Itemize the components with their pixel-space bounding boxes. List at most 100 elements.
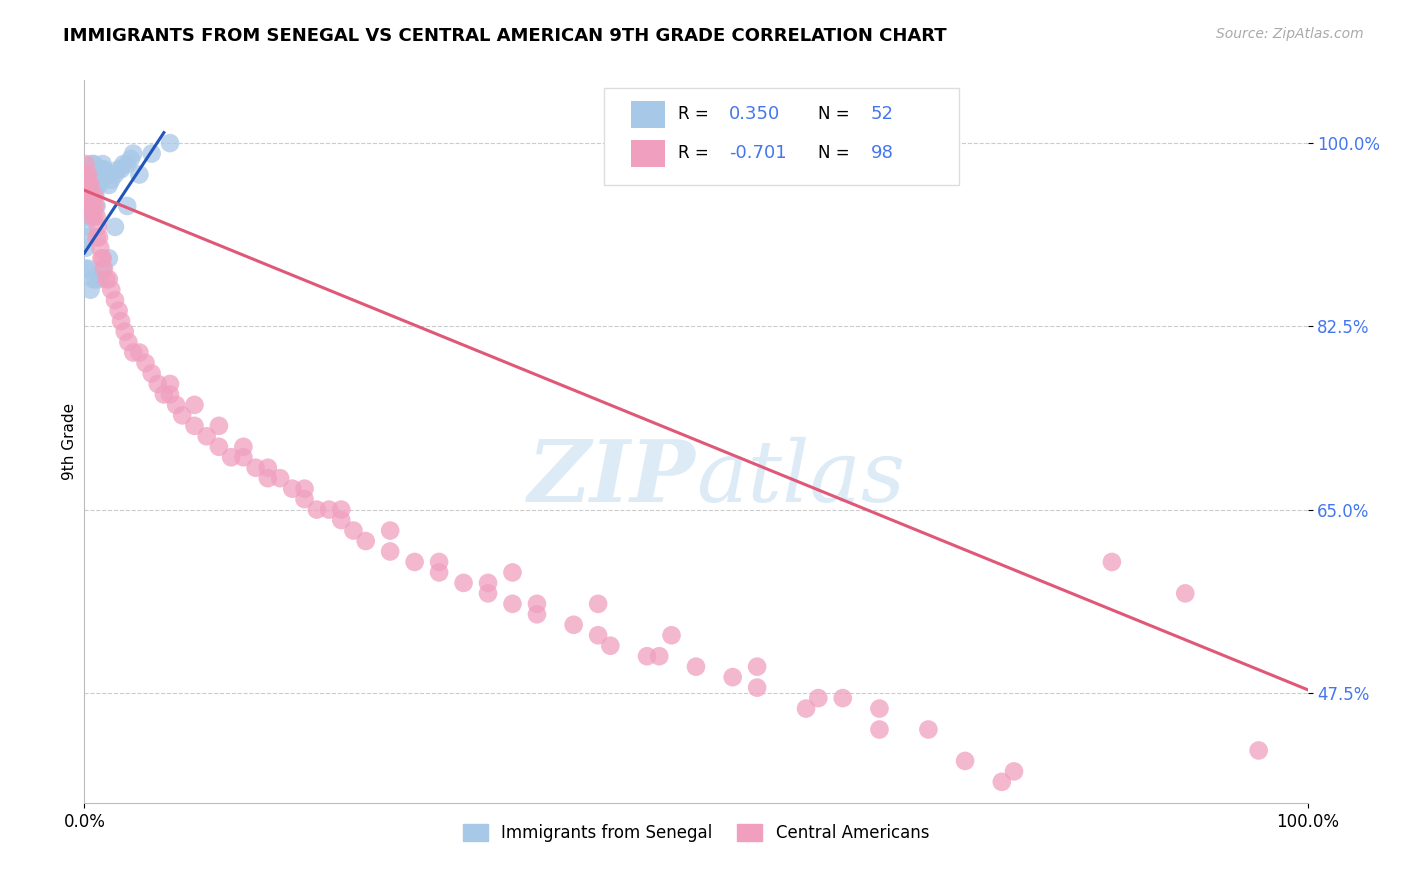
Point xyxy=(79,199,101,213)
Point xyxy=(79,178,101,192)
Point xyxy=(146,376,169,391)
Point xyxy=(294,492,316,507)
Point xyxy=(245,460,267,475)
Point xyxy=(87,272,110,286)
Point xyxy=(84,168,107,182)
Point xyxy=(165,398,187,412)
Point xyxy=(502,597,524,611)
Point xyxy=(76,188,98,202)
Point xyxy=(107,303,129,318)
Point xyxy=(91,261,114,276)
Point xyxy=(115,199,138,213)
Point xyxy=(128,168,150,182)
Point xyxy=(1247,743,1270,757)
Point xyxy=(195,429,218,443)
Point xyxy=(183,398,205,412)
Point xyxy=(1174,586,1197,600)
Point xyxy=(427,566,450,580)
Point xyxy=(115,157,138,171)
Point xyxy=(89,241,111,255)
Point xyxy=(1002,764,1025,779)
Point xyxy=(257,460,280,475)
Point xyxy=(257,471,280,485)
Point xyxy=(232,450,254,465)
Text: R =: R = xyxy=(678,105,714,123)
Point xyxy=(685,659,707,673)
Point xyxy=(562,617,585,632)
Point xyxy=(90,162,112,177)
Point xyxy=(75,261,97,276)
Point xyxy=(86,199,108,213)
Text: 52: 52 xyxy=(870,105,894,123)
Point xyxy=(354,534,377,549)
Point xyxy=(75,219,97,234)
Text: 0.350: 0.350 xyxy=(728,105,780,123)
Point xyxy=(831,691,853,706)
Point xyxy=(110,314,132,328)
Point xyxy=(342,524,364,538)
Point xyxy=(80,178,103,192)
Point xyxy=(153,387,176,401)
Point xyxy=(89,168,111,182)
Point xyxy=(281,482,304,496)
Point xyxy=(128,345,150,359)
Point xyxy=(991,775,1014,789)
Point xyxy=(599,639,621,653)
Point xyxy=(75,241,97,255)
Point xyxy=(305,502,328,516)
Point xyxy=(90,252,112,266)
Point xyxy=(107,162,129,177)
Point xyxy=(76,210,98,224)
Y-axis label: 9th Grade: 9th Grade xyxy=(62,403,77,480)
Point xyxy=(477,586,499,600)
Point xyxy=(330,513,353,527)
Point xyxy=(526,607,548,622)
Point xyxy=(77,188,100,202)
Point xyxy=(953,754,976,768)
Point xyxy=(77,168,100,182)
Point xyxy=(208,418,231,433)
Point xyxy=(104,219,127,234)
Point xyxy=(477,575,499,590)
Point xyxy=(91,252,114,266)
Bar xyxy=(631,139,665,167)
Point xyxy=(83,188,105,202)
Point xyxy=(84,199,107,213)
Point xyxy=(269,471,291,485)
Point xyxy=(82,272,104,286)
Point xyxy=(83,178,105,192)
Point xyxy=(110,162,132,177)
Point xyxy=(586,597,609,611)
Point xyxy=(232,440,254,454)
Point xyxy=(135,356,157,370)
Point xyxy=(183,418,205,433)
Point xyxy=(97,272,120,286)
Point xyxy=(97,252,120,266)
Point xyxy=(122,345,145,359)
Point xyxy=(80,157,103,171)
Point xyxy=(87,168,110,182)
Point xyxy=(77,188,100,202)
Point xyxy=(380,544,402,558)
Point xyxy=(77,261,100,276)
Point xyxy=(648,649,671,664)
Text: ZIP: ZIP xyxy=(529,436,696,519)
Text: R =: R = xyxy=(678,145,714,162)
Text: Source: ZipAtlas.com: Source: ZipAtlas.com xyxy=(1216,27,1364,41)
Point xyxy=(453,575,475,590)
Point xyxy=(77,168,100,182)
Point xyxy=(172,409,194,423)
Point xyxy=(77,199,100,213)
Point xyxy=(661,628,683,642)
Point xyxy=(77,178,100,192)
Point xyxy=(86,178,108,192)
Point xyxy=(427,555,450,569)
Point xyxy=(76,230,98,244)
Point xyxy=(84,272,107,286)
Point xyxy=(82,168,104,182)
Point xyxy=(1101,555,1123,569)
Legend: Immigrants from Senegal, Central Americans: Immigrants from Senegal, Central America… xyxy=(456,817,936,848)
Point xyxy=(77,199,100,213)
Point xyxy=(159,376,181,391)
Point xyxy=(100,173,122,187)
